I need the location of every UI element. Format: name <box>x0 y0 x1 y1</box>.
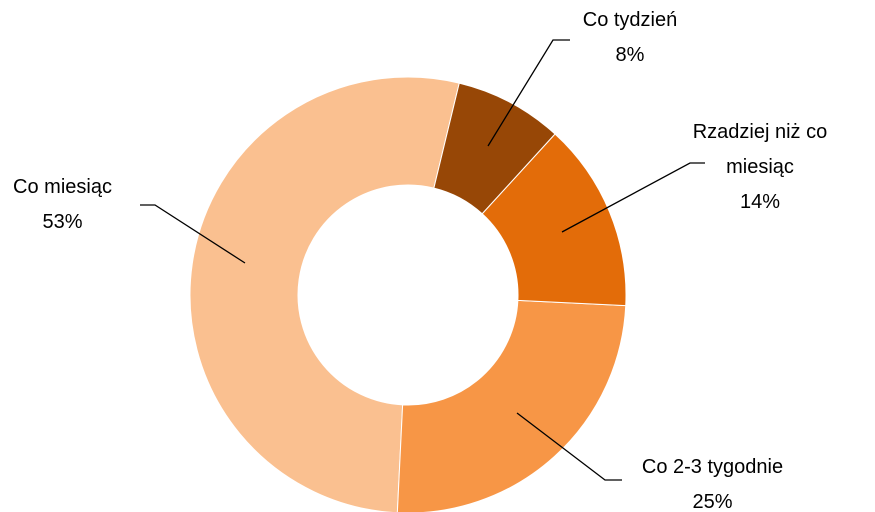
label-value: 8% <box>615 44 645 66</box>
leader-line <box>140 204 246 264</box>
leader-line <box>561 162 705 233</box>
label-value: 25% <box>692 491 733 512</box>
label-value: 14% <box>739 191 781 213</box>
donut-slice <box>433 82 556 215</box>
data-label: Rzadziej niż co miesiąc 14% <box>680 115 840 220</box>
donut-slice <box>189 76 460 512</box>
data-label: Co tydzień 8% <box>560 3 700 73</box>
leader-line <box>487 39 570 147</box>
label-name: Co tydzień <box>582 9 678 31</box>
leader-line <box>516 412 622 481</box>
label-name: Rzadziej niż co miesiąc <box>692 121 828 178</box>
label-value: 53% <box>42 211 83 233</box>
data-label: Co 2-3 tygodnie 25% <box>600 450 825 512</box>
donut-slice <box>396 299 627 512</box>
label-name: Co miesiąc <box>13 176 112 198</box>
data-label: Co miesiąc 53% <box>0 170 125 240</box>
label-name: Co 2-3 tygodnie <box>641 456 784 478</box>
donut-slice <box>481 133 627 307</box>
